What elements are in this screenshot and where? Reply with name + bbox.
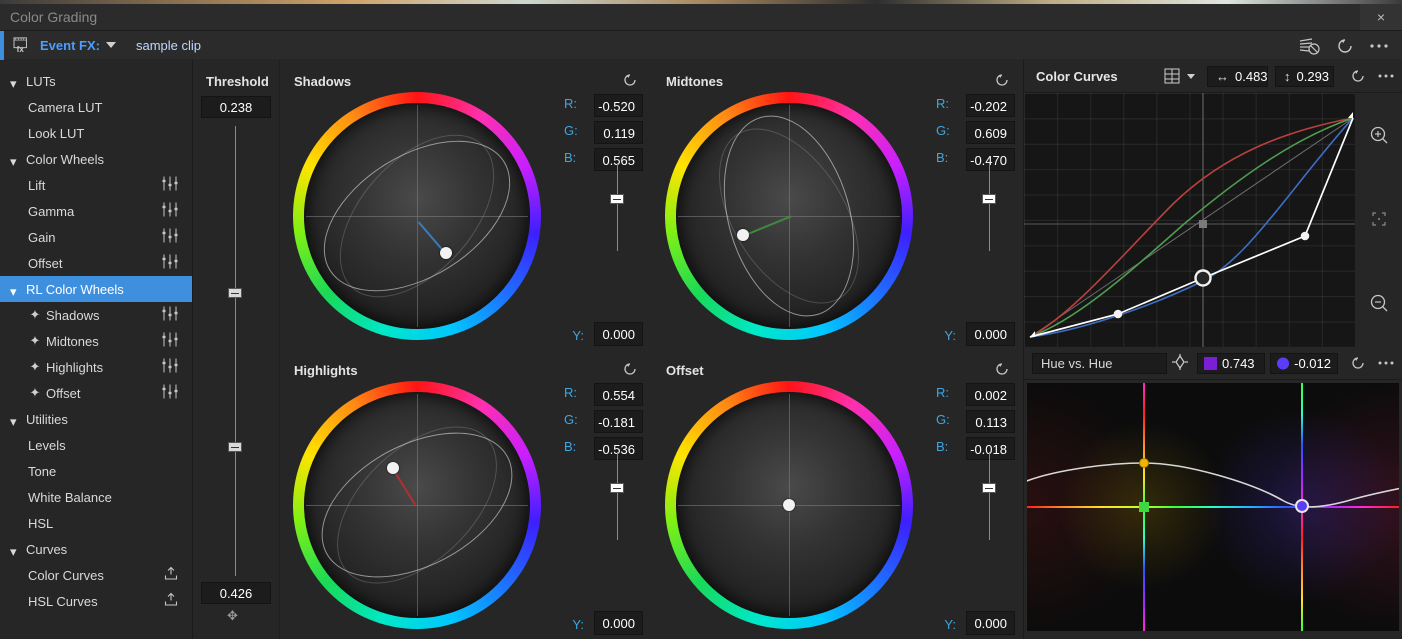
svg-text:fx: fx [17,45,25,53]
